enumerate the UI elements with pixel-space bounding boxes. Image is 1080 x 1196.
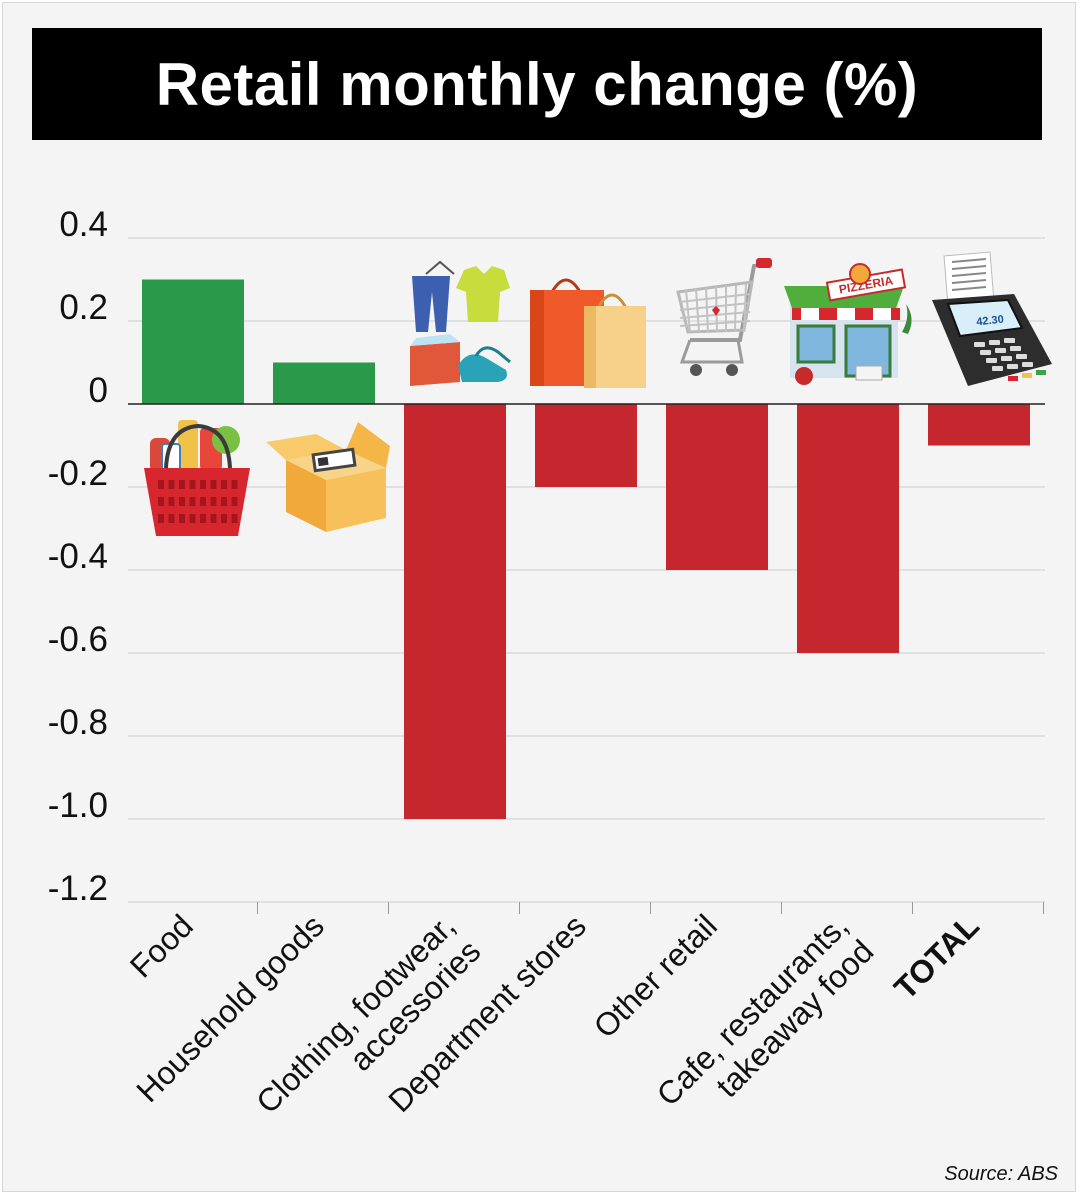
- category-icons: PIZZERIA 42.30: [144, 251, 1052, 536]
- y-tick-label: -1.2: [48, 869, 108, 908]
- bar: [404, 404, 506, 819]
- grocery-basket-icon: [144, 420, 250, 536]
- chart-title: Retail monthly change (%): [155, 50, 919, 118]
- bar: [273, 362, 375, 404]
- y-axis: 0.4 0.2 0 -0.2 -0.4 -0.6 -0.8 -1.0 -1.2: [48, 205, 108, 908]
- x-tick-label: Food: [123, 907, 200, 984]
- pizzeria-shop-icon: PIZZERIA: [784, 263, 912, 385]
- shopping-bags-icon: [530, 278, 646, 388]
- source-note: Source: ABS: [944, 1163, 1058, 1185]
- bars: [142, 279, 1030, 819]
- y-tick-label: 0.2: [59, 288, 108, 327]
- bar: [142, 279, 244, 404]
- shopping-cart-icon: [676, 258, 772, 376]
- bar: [797, 404, 899, 653]
- bar: [535, 404, 637, 487]
- y-tick-label: 0.4: [59, 205, 108, 244]
- cardboard-box-icon: [266, 422, 390, 532]
- y-tick-label: -0.2: [48, 454, 108, 493]
- bar: [928, 404, 1030, 446]
- x-axis-ticks: [257, 902, 1044, 914]
- terminal-display-text: 42.30: [976, 314, 1005, 329]
- clothing-and-shoes-icon: [410, 260, 511, 386]
- y-tick-label: -0.8: [48, 703, 108, 742]
- title-bar: Retail monthly change (%): [32, 28, 1042, 140]
- y-tick-label: 0: [89, 371, 108, 410]
- bar: [666, 404, 768, 570]
- x-tick-label: Other retail: [587, 907, 724, 1044]
- y-tick-label: -0.4: [48, 537, 108, 576]
- payment-terminal-icon: 42.30: [932, 251, 1052, 386]
- x-tick-label: TOTAL: [887, 907, 986, 1006]
- y-tick-label: -1.0: [48, 786, 108, 825]
- y-tick-label: -0.6: [48, 620, 108, 659]
